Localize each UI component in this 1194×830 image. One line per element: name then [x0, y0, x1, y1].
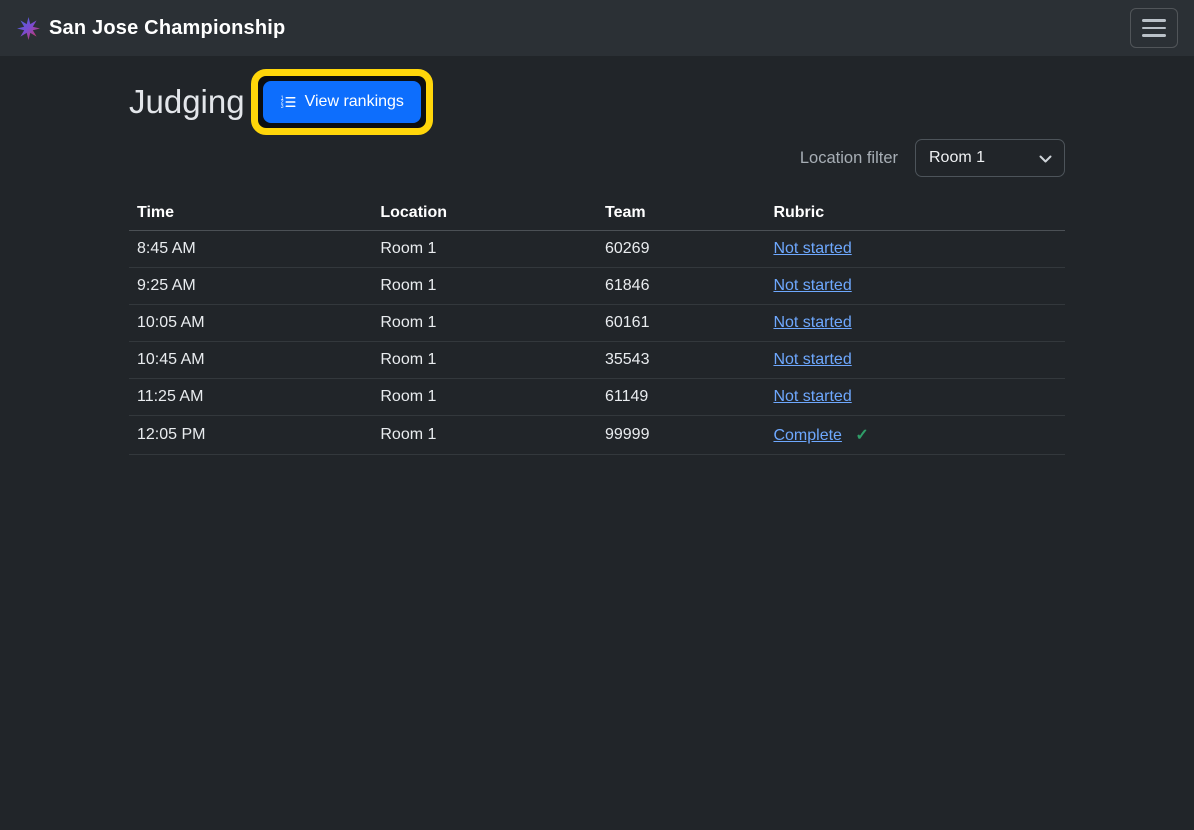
time-cell: 8:45 AM [129, 230, 373, 268]
table-row: 8:45 AM Room 1 60269 Not started [129, 230, 1065, 268]
table-row: 12:05 PM Room 1 99999 Complete ✓ [129, 415, 1065, 455]
time-cell: 10:45 AM [129, 341, 373, 379]
rubric-cell: Not started [765, 378, 1065, 416]
svg-text:1: 1 [280, 95, 283, 101]
chevron-down-icon [1039, 155, 1052, 163]
location-filter-select[interactable]: Room 1 [915, 139, 1065, 177]
judging-schedule-table: Time Location Team Rubric 8:45 AM Room 1… [129, 196, 1065, 455]
team-cell: 60269 [596, 230, 766, 268]
table-row: 10:05 AM Room 1 60161 Not started [129, 304, 1065, 342]
rubric-cell: Not started [765, 304, 1065, 342]
svg-text:3: 3 [280, 104, 283, 110]
rubric-link[interactable]: Not started [773, 240, 852, 257]
rubric-cell: Not started [765, 267, 1065, 305]
rubric-link[interactable]: Not started [773, 314, 852, 331]
table-row: 9:25 AM Room 1 61846 Not started [129, 267, 1065, 305]
location-filter-value: Room 1 [929, 149, 986, 166]
menu-toggle-button[interactable] [1130, 8, 1178, 48]
rubric-link[interactable]: Not started [773, 351, 852, 368]
rubric-cell: Not started [765, 341, 1065, 379]
team-cell: 99999 [596, 415, 766, 455]
svg-text:2: 2 [280, 100, 283, 106]
team-cell: 60161 [596, 304, 766, 342]
rubric-link[interactable]: Not started [773, 277, 852, 294]
location-cell: Room 1 [372, 341, 597, 379]
location-cell: Room 1 [372, 415, 597, 455]
rubric-cell: Complete ✓ [765, 415, 1065, 455]
column-header-time: Time [129, 196, 373, 231]
navbar: San Jose Championship [0, 0, 1194, 56]
location-cell: Room 1 [372, 267, 597, 305]
time-cell: 9:25 AM [129, 267, 373, 305]
column-header-rubric: Rubric [765, 196, 1065, 231]
page-title: Judging [129, 83, 245, 120]
hamburger-icon [1142, 19, 1166, 37]
list-ol-icon: 1 2 3 [280, 95, 296, 110]
time-cell: 12:05 PM [129, 415, 373, 455]
team-cell: 61149 [596, 378, 766, 416]
table-row: 10:45 AM Room 1 35543 Not started [129, 341, 1065, 379]
column-header-team: Team [596, 196, 766, 231]
check-icon: ✓ [855, 427, 869, 444]
column-header-location: Location [372, 196, 597, 231]
location-cell: Room 1 [372, 304, 597, 342]
time-cell: 11:25 AM [129, 378, 373, 416]
rubric-link[interactable]: Complete [773, 427, 842, 444]
star-logo-icon [17, 16, 40, 40]
filter-row: Location filter Room 1 [129, 139, 1065, 177]
team-cell: 61846 [596, 267, 766, 305]
brand[interactable]: San Jose Championship [16, 16, 285, 41]
highlight-annotation: 1 2 3 View rankings [250, 69, 433, 135]
location-cell: Room 1 [372, 230, 597, 268]
table-header-row: Time Location Team Rubric [129, 196, 1065, 231]
brand-title: San Jose Championship [49, 16, 286, 39]
team-cell: 35543 [596, 341, 766, 379]
view-rankings-label: View rankings [304, 93, 404, 110]
table-row: 11:25 AM Room 1 61149 Not started [129, 378, 1065, 416]
title-row: Judging 1 2 3 View rankings [129, 69, 1065, 135]
main-content: Judging 1 2 3 View rankings Location fil… [129, 69, 1065, 455]
location-cell: Room 1 [372, 378, 597, 416]
location-filter-label: Location filter [799, 148, 898, 167]
view-rankings-button[interactable]: 1 2 3 View rankings [262, 81, 421, 123]
rubric-cell: Not started [765, 230, 1065, 268]
rubric-link[interactable]: Not started [773, 388, 852, 405]
time-cell: 10:05 AM [129, 304, 373, 342]
